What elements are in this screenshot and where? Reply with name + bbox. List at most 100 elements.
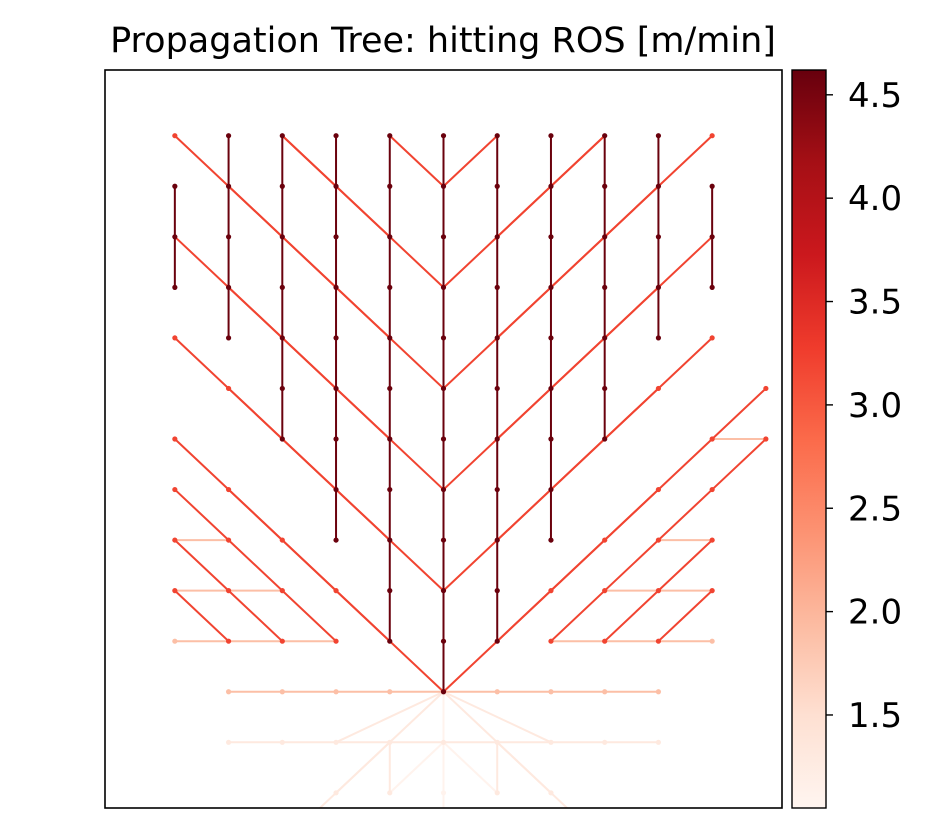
tree-node bbox=[655, 234, 662, 240]
tree-node bbox=[494, 183, 500, 189]
tree-edge bbox=[442, 134, 499, 188]
tree-edge bbox=[549, 488, 714, 643]
colorbar: 1.5 2.0 2.5 3.0 3.5 4.0 4.5 bbox=[791, 69, 902, 809]
colorbar-gradient bbox=[791, 69, 827, 809]
tree-node bbox=[440, 689, 447, 695]
tree-node bbox=[279, 234, 285, 240]
tree-node bbox=[172, 284, 178, 290]
tree-node bbox=[494, 436, 500, 442]
tree-edge bbox=[335, 690, 445, 744]
tree-node bbox=[440, 385, 447, 392]
tree-node bbox=[655, 689, 662, 695]
tree-node bbox=[387, 588, 393, 594]
tree-node bbox=[655, 486, 662, 493]
tree-node bbox=[709, 638, 715, 644]
tree-node bbox=[333, 537, 339, 543]
tree-node bbox=[387, 385, 393, 392]
tree-node bbox=[333, 183, 339, 189]
tree-node bbox=[655, 183, 662, 189]
tree-node bbox=[763, 385, 769, 392]
tree-node bbox=[602, 638, 608, 644]
tree-node bbox=[172, 588, 178, 594]
tree-node bbox=[548, 588, 554, 594]
tree-node bbox=[172, 537, 178, 543]
tree-node bbox=[387, 486, 393, 493]
tree-node bbox=[709, 234, 715, 240]
tree-node bbox=[494, 588, 500, 594]
tree-edge bbox=[281, 134, 445, 289]
tree-node bbox=[333, 335, 339, 341]
tree-node bbox=[225, 385, 232, 392]
tree-node bbox=[709, 436, 715, 442]
tree-node bbox=[548, 133, 554, 139]
tree-node bbox=[602, 436, 608, 442]
tree-node bbox=[333, 284, 339, 290]
tree-node bbox=[655, 638, 662, 644]
tree-node bbox=[387, 335, 393, 341]
tree-node bbox=[440, 588, 447, 594]
tree-edge bbox=[388, 134, 445, 188]
tree-node bbox=[548, 486, 554, 493]
tree-node bbox=[655, 739, 662, 745]
plot-area bbox=[104, 69, 783, 809]
tree-edge bbox=[442, 134, 606, 289]
tree-node bbox=[494, 335, 500, 341]
tree-node bbox=[655, 335, 662, 341]
tree-node bbox=[387, 133, 393, 139]
tree-edge bbox=[388, 741, 445, 794]
tree-node bbox=[440, 284, 447, 290]
tree-node bbox=[172, 486, 178, 493]
tree-node bbox=[333, 385, 339, 392]
tree-node bbox=[279, 436, 285, 442]
tree-node bbox=[387, 739, 393, 745]
tree-node bbox=[440, 537, 447, 543]
tree-node bbox=[709, 335, 715, 341]
tree-node bbox=[602, 183, 608, 189]
tree-edge bbox=[442, 690, 552, 744]
tree-node bbox=[548, 638, 554, 644]
tree-node bbox=[333, 234, 339, 240]
colorbar-tick-label: 3.0 bbox=[848, 386, 902, 426]
tree-node bbox=[387, 638, 393, 644]
tree-node bbox=[494, 689, 500, 695]
tree-node bbox=[548, 689, 554, 695]
tree-node bbox=[709, 486, 715, 493]
tree-node bbox=[494, 133, 500, 139]
tree-node bbox=[494, 739, 500, 745]
tree-node bbox=[387, 234, 393, 240]
tree-node bbox=[279, 689, 285, 695]
tree-node bbox=[172, 183, 178, 189]
tree-node bbox=[494, 385, 500, 392]
tree-node bbox=[440, 486, 447, 493]
tree-edge bbox=[442, 741, 499, 794]
tree-node bbox=[279, 385, 285, 392]
tree-node bbox=[279, 133, 285, 139]
tree-node bbox=[548, 790, 554, 796]
tree-node bbox=[172, 335, 178, 341]
tree-node bbox=[548, 284, 554, 290]
tree-node bbox=[333, 790, 339, 796]
tree-node bbox=[440, 335, 447, 341]
tree-node bbox=[602, 335, 608, 341]
tree-node bbox=[602, 689, 608, 695]
tree-node bbox=[225, 234, 232, 240]
tree-node bbox=[225, 133, 232, 139]
tree-node bbox=[387, 537, 393, 543]
colorbar-ticks: 1.5 2.0 2.5 3.0 3.5 4.0 4.5 bbox=[826, 76, 902, 736]
tree-node bbox=[279, 183, 285, 189]
tree-node bbox=[655, 133, 662, 139]
tree-edge bbox=[657, 589, 714, 643]
tree-node bbox=[655, 385, 662, 392]
tree-edge bbox=[711, 387, 767, 440]
tree-node bbox=[333, 638, 339, 644]
tree-edge bbox=[173, 488, 338, 643]
tree-node bbox=[548, 234, 554, 240]
tree-node bbox=[225, 638, 232, 644]
tree-node bbox=[602, 234, 608, 240]
tree-node bbox=[225, 335, 232, 341]
tree-node bbox=[548, 436, 554, 442]
tree-node bbox=[440, 790, 447, 796]
tree-node bbox=[279, 537, 285, 543]
tree-node bbox=[602, 385, 608, 392]
tree-edge bbox=[711, 438, 767, 491]
